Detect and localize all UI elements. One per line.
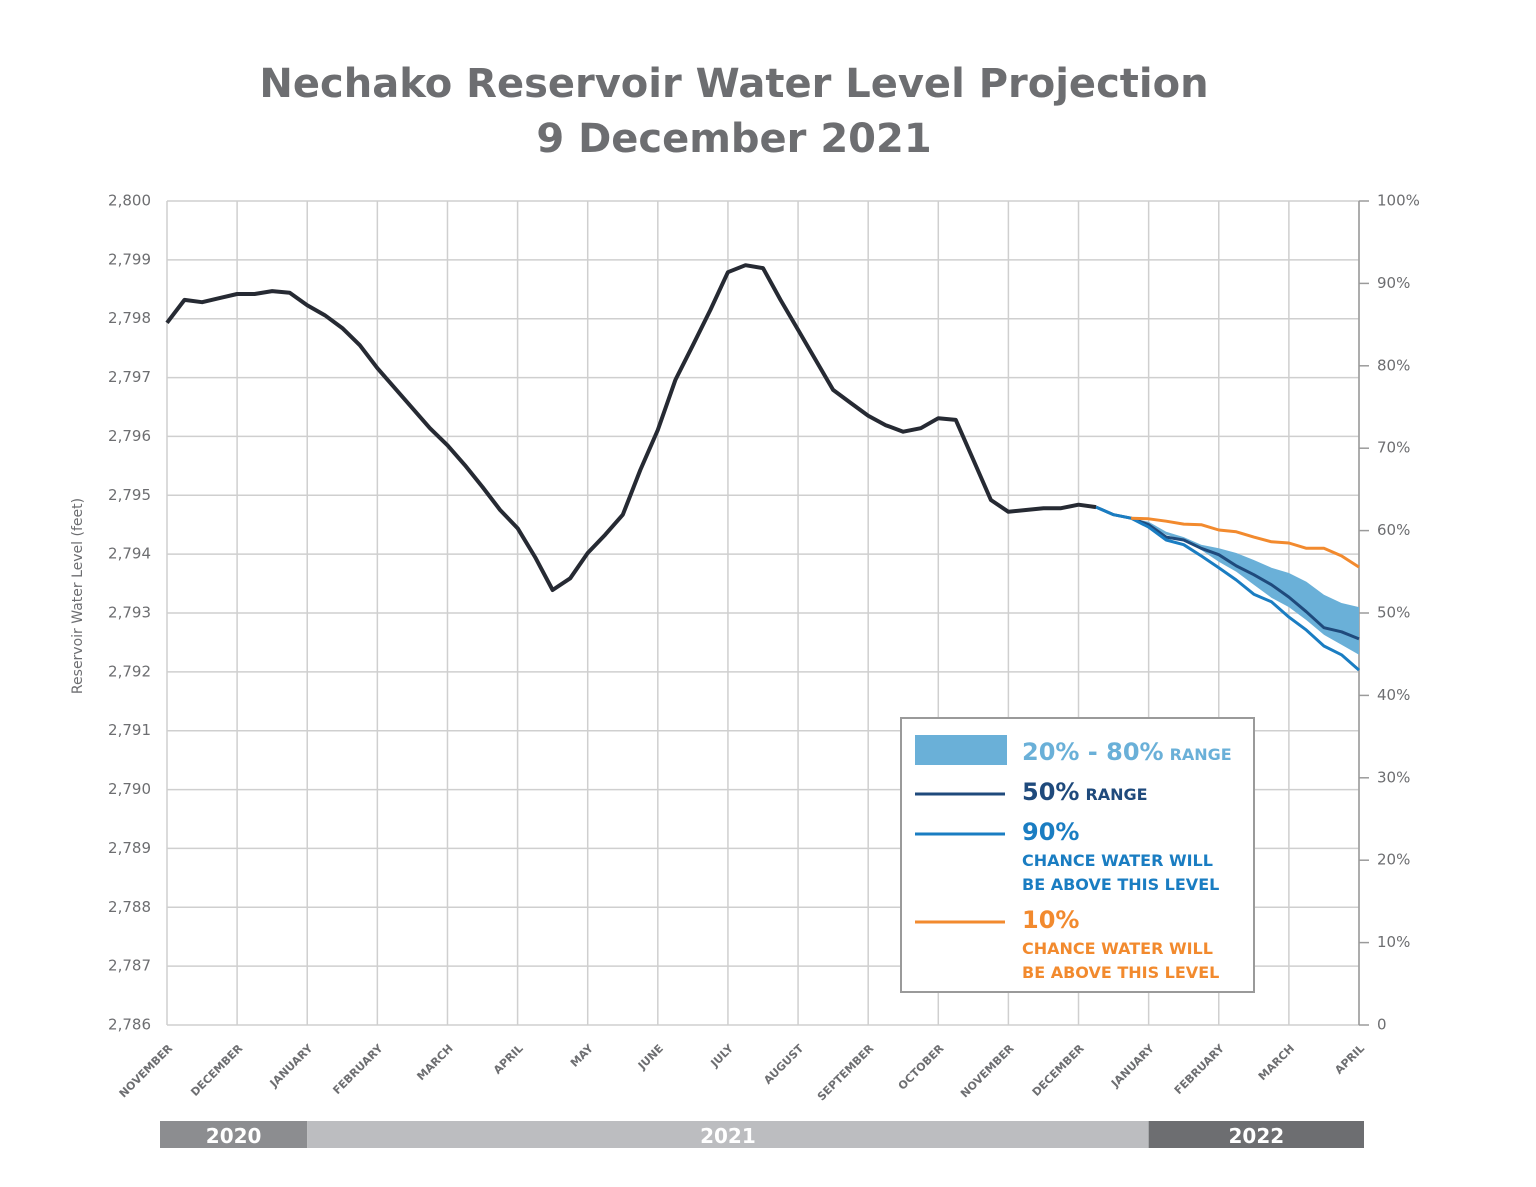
series-line	[1095, 505, 1360, 672]
y2-tick-label: 80%	[1377, 356, 1410, 374]
legend-note: BE ABOVE THIS LEVEL	[1022, 963, 1219, 982]
legend-suffix: RANGE	[1170, 745, 1232, 764]
legend-label: 50% RANGE	[1022, 778, 1148, 806]
legend-name: 10%	[1022, 906, 1079, 934]
y-tick-label: 2,792	[108, 662, 151, 680]
y-tick-label: 2,790	[108, 780, 151, 798]
year-band	[160, 1121, 308, 1148]
year-label: 2021	[700, 1124, 756, 1148]
y2-tick-label: 40%	[1377, 686, 1410, 704]
year-band	[1148, 1121, 1364, 1148]
y2-tick-label: 30%	[1377, 768, 1410, 786]
y-tick-label: 2,795	[108, 486, 151, 504]
y2-tick-label: 20%	[1377, 851, 1410, 869]
y-tick-label: 2,797	[108, 368, 151, 386]
legend-note: BE ABOVE THIS LEVEL	[1022, 875, 1219, 894]
range-band	[1131, 518, 1359, 655]
legend-swatch	[915, 735, 1007, 765]
y-tick-label: 2,787	[108, 957, 151, 975]
y2-tick-label: 60%	[1377, 521, 1410, 539]
y2-tick-label: 0	[1377, 1016, 1387, 1034]
y-tick-label: 2,786	[108, 1016, 151, 1034]
chart-subtitle: 9 December 2021	[536, 116, 931, 162]
series-line	[1131, 516, 1360, 569]
y-tick-label: 2,788	[108, 898, 151, 916]
legend-label: 90%	[1022, 818, 1079, 846]
year-label: 2022	[1228, 1124, 1284, 1148]
y-tick-label: 2,800	[108, 192, 151, 210]
legend-note: CHANCE WATER WILL	[1022, 939, 1213, 958]
legend-label: 10%	[1022, 906, 1079, 934]
year-band	[307, 1121, 1149, 1148]
legend-note: CHANCE WATER WILL	[1022, 851, 1213, 870]
series-line	[165, 263, 1097, 592]
legend-name: 50%	[1022, 778, 1079, 806]
legend-label: 20% - 80% RANGE	[1022, 738, 1232, 766]
y2-tick-label: 90%	[1377, 274, 1410, 292]
y-tick-label: 2,793	[108, 604, 151, 622]
legend-suffix: RANGE	[1085, 785, 1147, 804]
y-tick-label: 2,799	[108, 250, 151, 268]
legend-name: 20% - 80%	[1022, 738, 1164, 766]
chart-title: Nechako Reservoir Water Level Projection	[259, 61, 1208, 107]
year-label: 2020	[206, 1124, 262, 1148]
legend-name: 90%	[1022, 818, 1079, 846]
y-tick-label: 2,796	[108, 427, 151, 445]
y-tick-label: 2,791	[108, 721, 151, 739]
y-tick-label: 2,798	[108, 309, 151, 327]
y-tick-label: 2,789	[108, 839, 151, 857]
y2-tick-label: 70%	[1377, 439, 1410, 457]
y2-tick-label: 10%	[1377, 933, 1410, 951]
y2-tick-label: 100%	[1377, 192, 1420, 210]
y-axis-label: Reservoir Water Level (feet)	[70, 498, 86, 694]
y2-tick-label: 50%	[1377, 604, 1410, 622]
y-tick-label: 2,794	[108, 545, 151, 563]
